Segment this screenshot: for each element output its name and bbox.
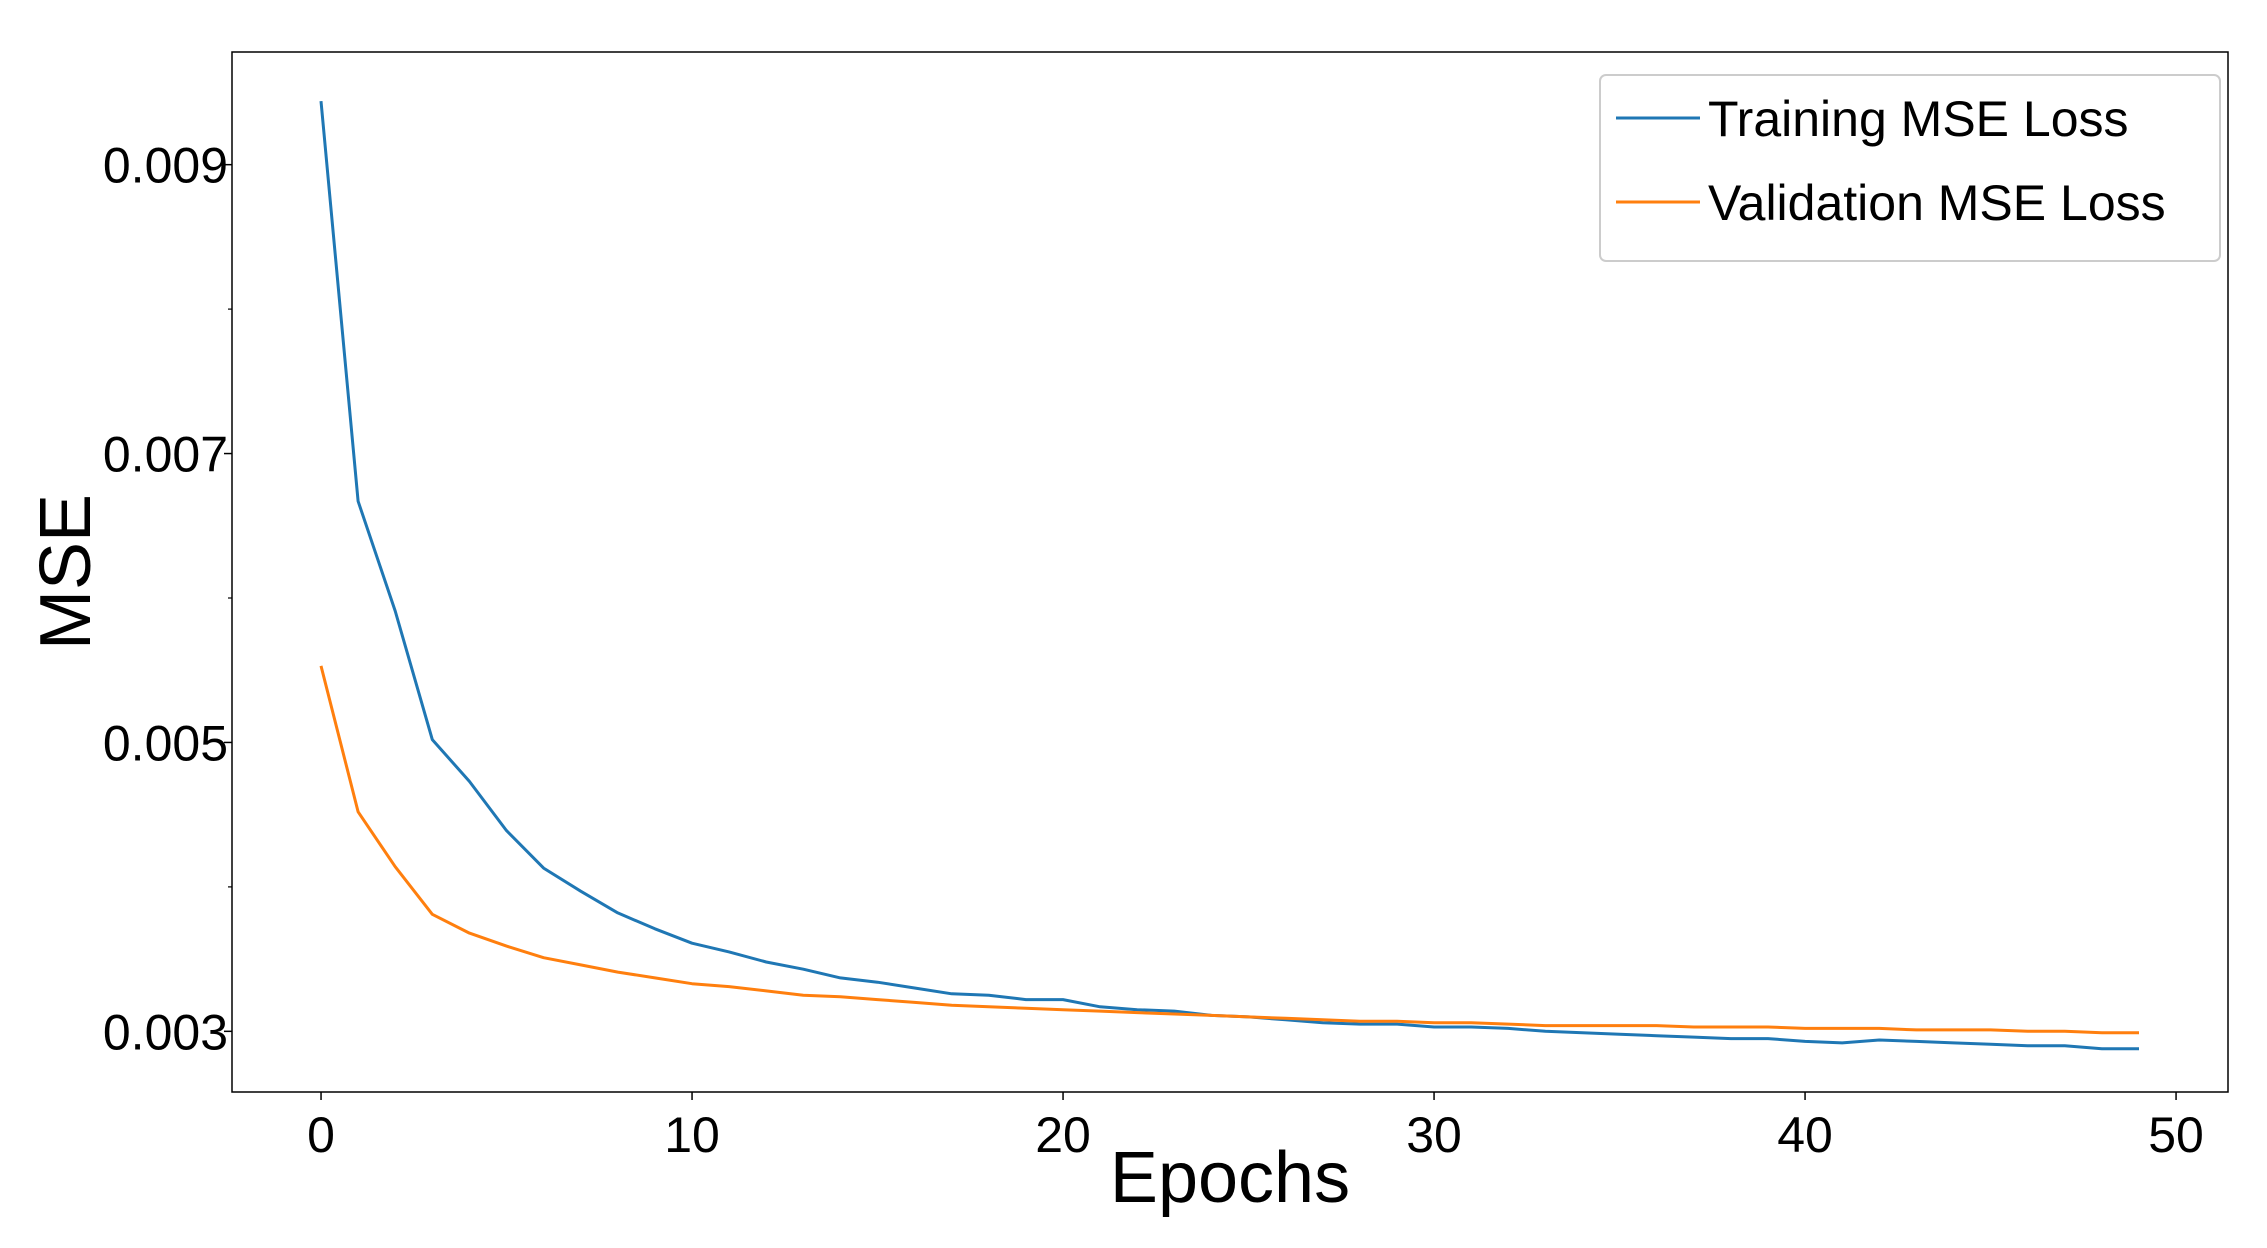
x-axis-title: Epochs xyxy=(1110,1138,1350,1218)
x-tick-label: 30 xyxy=(1406,1107,1462,1163)
y-tick-label: 0.005 xyxy=(103,715,228,771)
x-tick-label: 40 xyxy=(1777,1107,1833,1163)
series-line-validation xyxy=(319,665,2139,1035)
x-tick-label: 10 xyxy=(664,1107,720,1163)
x-tick-label: 50 xyxy=(2148,1107,2204,1163)
x-tick-label: 0 xyxy=(307,1107,335,1163)
y-tick-label: 0.007 xyxy=(103,427,228,483)
y-tick-label: 0.003 xyxy=(103,1004,228,1060)
series-layer xyxy=(319,100,2139,1051)
y-axis-title: MSE xyxy=(26,494,106,650)
legend-label-training: Training MSE Loss xyxy=(1708,91,2129,147)
legend: Training MSE Loss Validation MSE Loss xyxy=(1599,74,2221,262)
legend-label-validation: Validation MSE Loss xyxy=(1708,175,2166,231)
x-tick-label: 20 xyxy=(1035,1107,1091,1163)
legend-box xyxy=(1599,74,2221,262)
y-axis: 0.003 0.005 0.007 0.009 xyxy=(103,138,232,1060)
y-tick-label: 0.009 xyxy=(103,138,228,194)
plot-frame xyxy=(231,51,2229,1093)
x-axis: 0 10 20 30 40 50 xyxy=(307,1092,2204,1163)
